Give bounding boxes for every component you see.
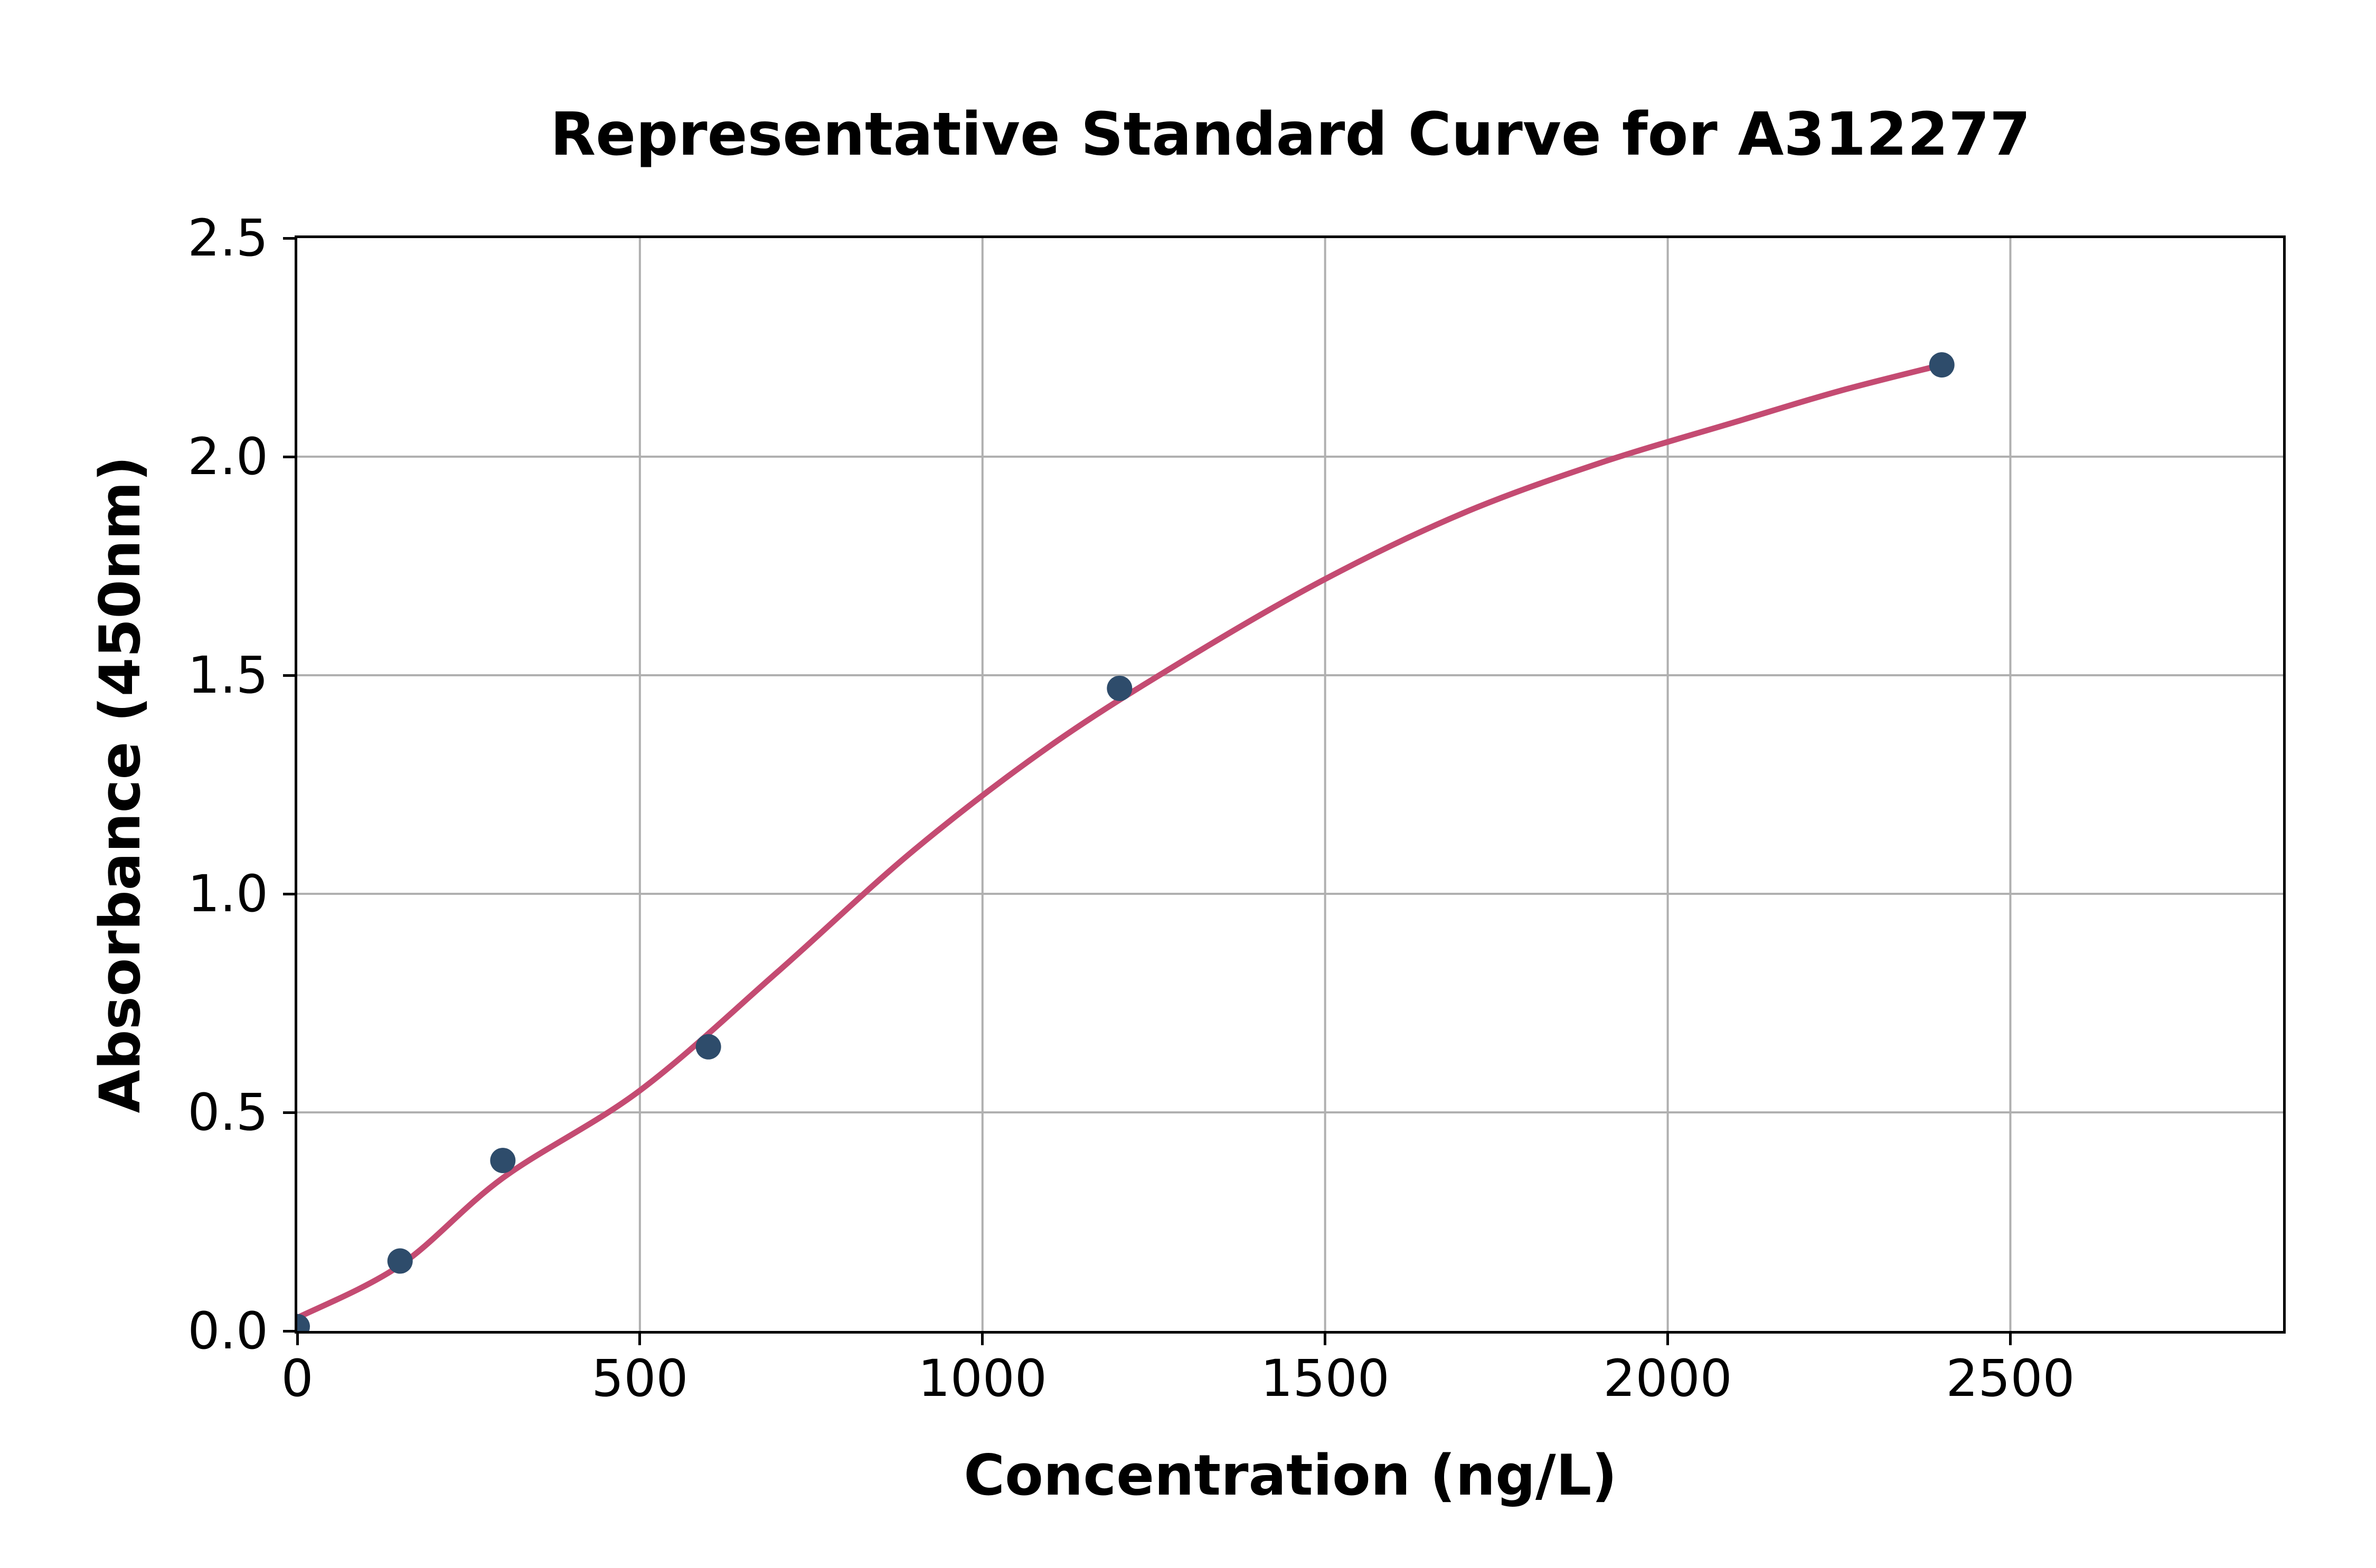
- plot-canvas: [297, 238, 2283, 1331]
- x-tick-mark: [1324, 1334, 1327, 1345]
- y-tick-label: 2.5: [187, 209, 268, 268]
- x-tick-label: 1500: [1260, 1349, 1390, 1408]
- chart-title: Representative Standard Curve for A31227…: [550, 100, 2031, 169]
- x-tick-mark: [296, 1334, 299, 1345]
- y-tick-label: 1.5: [187, 646, 268, 705]
- x-tick-label: 2000: [1603, 1349, 1732, 1408]
- x-tick-mark: [638, 1334, 642, 1345]
- y-tick-label: 0.0: [187, 1301, 268, 1361]
- x-tick-label: 500: [591, 1349, 689, 1408]
- x-tick-mark: [1666, 1334, 1670, 1345]
- y-tick-mark: [283, 674, 295, 677]
- plot-area: [295, 235, 2286, 1334]
- x-tick-mark: [981, 1334, 984, 1345]
- y-tick-mark: [283, 237, 295, 240]
- data-point-marker: [1929, 352, 1955, 378]
- x-tick-label: 2500: [1946, 1349, 2075, 1408]
- y-tick-label: 0.5: [187, 1083, 268, 1142]
- x-tick-label: 1000: [918, 1349, 1047, 1408]
- data-point-marker: [490, 1148, 516, 1174]
- y-tick-mark: [283, 455, 295, 458]
- data-point-marker: [1107, 675, 1133, 701]
- data-point-marker: [387, 1248, 413, 1274]
- x-axis-label: Concentration (ng/L): [964, 1443, 1617, 1508]
- y-tick-mark: [283, 892, 295, 895]
- y-tick-label: 2.0: [187, 427, 268, 486]
- data-point-marker: [297, 1314, 310, 1331]
- x-tick-label: 0: [281, 1349, 314, 1408]
- y-tick-label: 1.0: [187, 864, 268, 923]
- x-tick-mark: [2009, 1334, 2012, 1345]
- y-axis-label: Absorbance (450nm): [88, 456, 153, 1113]
- y-tick-mark: [283, 1329, 295, 1333]
- fitted-curve-line: [297, 362, 1945, 1321]
- y-tick-mark: [283, 1111, 295, 1114]
- data-point-marker: [695, 1034, 721, 1060]
